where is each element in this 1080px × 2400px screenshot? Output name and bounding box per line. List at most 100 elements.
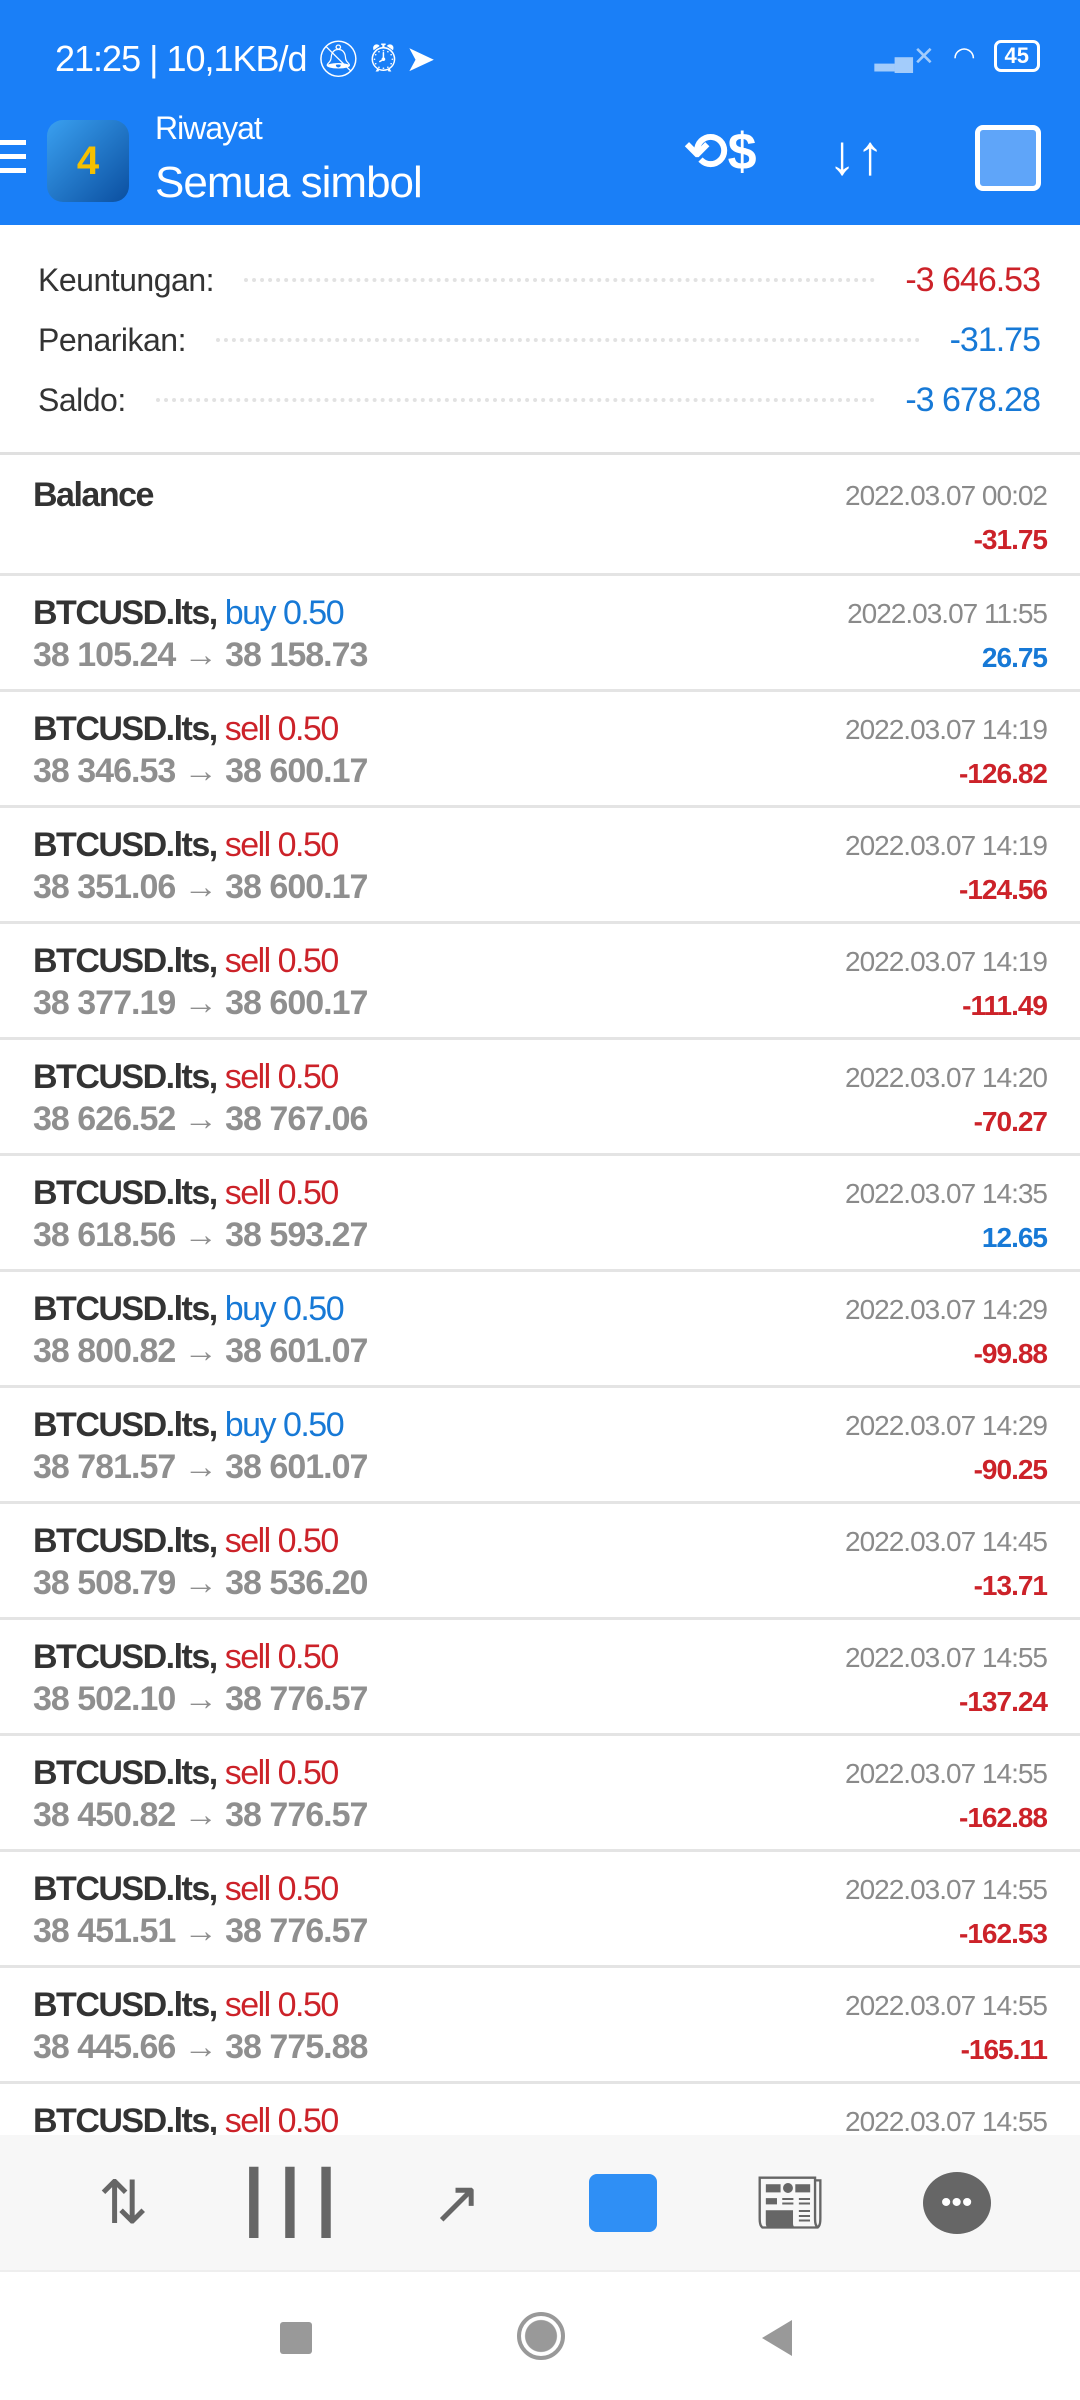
sort-icon[interactable]: ↓↑ [828, 123, 884, 186]
home-button[interactable] [517, 2312, 565, 2360]
trade-prices: 38 346.53 → 38 600.17 [33, 752, 368, 790]
trade-profit: -13.71 [973, 1570, 1048, 1601]
recents-button[interactable] [280, 2322, 312, 2354]
trade-icon[interactable]: ↗ [431, 2168, 482, 2236]
status-bar-right: ▂▄✕ ◠ 45 [875, 40, 1040, 72]
trade-profit: -165.11 [960, 2034, 1048, 2065]
trade-profit: -162.88 [959, 1802, 1048, 1833]
trade-prices: 38 781.57 → 38 601.07 [33, 1448, 368, 1486]
trade-symbol: BTCUSD.lts, sell 0.50 [33, 1174, 339, 1213]
summary-profit: Keuntungan: -3 646.53 [38, 255, 1041, 305]
trade-symbol: BTCUSD.lts, sell 0.50 [33, 1870, 340, 1909]
symbol-name: BTCUSD.lts, [33, 1638, 218, 1676]
symbol-name: BTCUSD.lts, [33, 1290, 218, 1328]
wifi-icon: ◠ [952, 40, 976, 71]
trade-symbol: BTCUSD.lts, sell 0.50 [33, 1986, 340, 2025]
trade-row[interactable]: BTCUSD.lts, buy 0.50 38 781.57 → 38 601.… [0, 1388, 1080, 1504]
trade-profit: -111.49 [962, 990, 1048, 1021]
summary-label: Saldo: [38, 381, 126, 418]
news-icon[interactable]: 📰︎ [751, 2169, 829, 2236]
signal-icon: ▂▄✕ [874, 40, 935, 71]
trade-time: 2022.03.07 14:55 [845, 1874, 1048, 1905]
symbol-filter[interactable]: Semua simbol [155, 158, 423, 207]
status-bar-left: 21:25 | 10,1KB/d 🔕︎ ⏰︎ ➤ [55, 38, 436, 79]
calendar-icon[interactable] [975, 125, 1041, 191]
summary-value: -3 678.28 [905, 380, 1041, 419]
trade-side: buy 0.50 [224, 1406, 345, 1444]
trade-row[interactable]: BTCUSD.lts, sell 0.50 38 377.19 → 38 600… [0, 924, 1080, 1040]
menu-icon[interactable] [0, 140, 26, 182]
trade-time: 2022.03.07 14:55 [845, 1758, 1048, 1789]
symbol-name: BTCUSD.lts, [33, 1870, 218, 1908]
symbol-name: BTCUSD.lts, [33, 1058, 218, 1096]
symbol-name: BTCUSD.lts, [33, 826, 218, 864]
trade-row[interactable]: BTCUSD.lts, buy 0.50 38 105.24 → 38 158.… [0, 576, 1080, 692]
currency-exchange-icon[interactable]: ⟲$ [684, 123, 757, 181]
trade-time: 2022.03.07 14:20 [845, 1062, 1048, 1093]
trade-symbol: BTCUSD.lts, sell 0.50 [33, 1638, 339, 1677]
trade-side: sell 0.50 [224, 1754, 340, 1792]
trade-symbol: BTCUSD.lts, buy 0.50 [33, 594, 345, 633]
trade-side: buy 0.50 [224, 594, 345, 632]
trade-profit: 12.65 [981, 1222, 1048, 1253]
trade-prices: 38 351.06 → 38 600.17 [33, 868, 368, 906]
trade-symbol: BTCUSD.lts, sell 0.50 [33, 1522, 339, 1561]
balance-row[interactable]: Balance 2022.03.07 00:02 -31.75 [0, 458, 1080, 576]
summary-label: Penarikan: [38, 321, 186, 358]
trade-profit: -124.56 [959, 874, 1048, 905]
trade-profit: -137.24 [959, 1686, 1048, 1717]
dots-divider [155, 398, 876, 402]
symbol-name: BTCUSD.lts, [33, 594, 218, 632]
mute-icon: 🔕︎ [315, 38, 362, 79]
symbol-name: BTCUSD.lts, [33, 2102, 218, 2140]
trade-time: 2022.03.07 14:29 [845, 1410, 1048, 1441]
trade-side: sell 0.50 [224, 2102, 340, 2140]
summary-balance: Saldo: -3 678.28 [38, 375, 1041, 425]
trade-row[interactable]: BTCUSD.lts, sell 0.50 38 508.79 → 38 536… [0, 1504, 1080, 1620]
network-speed: 10,1KB/d [166, 38, 307, 79]
trade-profit: -99.88 [973, 1338, 1048, 1369]
trade-symbol: BTCUSD.lts, sell 0.50 [33, 826, 340, 865]
trade-side: sell 0.50 [224, 1986, 340, 2024]
back-button[interactable] [762, 2320, 792, 2356]
trade-side: sell 0.50 [224, 1870, 340, 1908]
trade-row[interactable]: BTCUSD.lts, sell 0.50 38 618.56 → 38 593… [0, 1156, 1080, 1272]
trade-side: sell 0.50 [224, 942, 340, 980]
symbol-name: BTCUSD.lts, [33, 1522, 218, 1560]
summary-value: -3 646.53 [905, 260, 1041, 299]
symbol-name: BTCUSD.lts, [33, 942, 218, 980]
dots-divider [244, 278, 876, 282]
trade-row[interactable]: BTCUSD.lts, sell 0.50 38 351.06 → 38 600… [0, 808, 1080, 924]
trade-symbol: BTCUSD.lts, sell 0.50 [33, 1058, 339, 1097]
trade-row[interactable]: BTCUSD.lts, sell 0.50 38 450.82 → 38 776… [0, 1736, 1080, 1852]
app-header: 21:25 | 10,1KB/d 🔕︎ ⏰︎ ➤ ▂▄✕ ◠ 45 4 Riwaya… [0, 0, 1080, 225]
chart-icon[interactable]: ┃┃┃ [235, 2168, 345, 2236]
trade-row[interactable]: BTCUSD.lts, sell 0.50 38 445.66 → 38 775… [0, 1968, 1080, 2084]
trade-row[interactable]: BTCUSD.lts, sell 0.50 38 626.52 → 38 767… [0, 1040, 1080, 1156]
dots-divider [215, 338, 920, 342]
system-nav [0, 2270, 1080, 2400]
telegram-icon: ➤ [405, 38, 435, 79]
bottom-nav: ⇅ ┃┃┃ ↗ 📰︎ ••• [0, 2135, 1080, 2270]
trade-time: 2022.03.07 14:55 [845, 2106, 1048, 2137]
trade-prices: 38 618.56 → 38 593.27 [33, 1216, 368, 1254]
trade-row[interactable]: BTCUSD.lts, sell 0.50 38 451.51 → 38 776… [0, 1852, 1080, 1968]
app-logo: 4 [47, 120, 129, 202]
chat-icon[interactable]: ••• [912, 2163, 1002, 2243]
quotes-icon[interactable]: ⇅ [98, 2168, 149, 2236]
trade-time: 2022.03.07 14:19 [845, 830, 1048, 861]
trade-side: sell 0.50 [224, 826, 340, 864]
trade-symbol: BTCUSD.lts, buy 0.50 [33, 1406, 345, 1445]
trade-row[interactable]: BTCUSD.lts, sell 0.50 38 502.10 → 38 776… [0, 1620, 1080, 1736]
trade-side: buy 0.50 [224, 1290, 345, 1328]
symbol-name: BTCUSD.lts, [33, 1986, 218, 2024]
trade-time: 2022.03.07 14:55 [845, 1990, 1048, 2021]
trade-prices: 38 450.82 → 38 776.57 [33, 1796, 368, 1834]
trade-row[interactable]: BTCUSD.lts, buy 0.50 38 800.82 → 38 601.… [0, 1272, 1080, 1388]
trade-row[interactable]: BTCUSD.lts, sell 0.50 38 346.53 → 38 600… [0, 692, 1080, 808]
symbol-name: BTCUSD.lts, [33, 1406, 218, 1444]
trade-side: sell 0.50 [224, 710, 340, 748]
summary-label: Keuntungan: [38, 261, 215, 298]
history-icon[interactable] [578, 2163, 668, 2243]
symbol-name: BTCUSD.lts, [33, 710, 218, 748]
